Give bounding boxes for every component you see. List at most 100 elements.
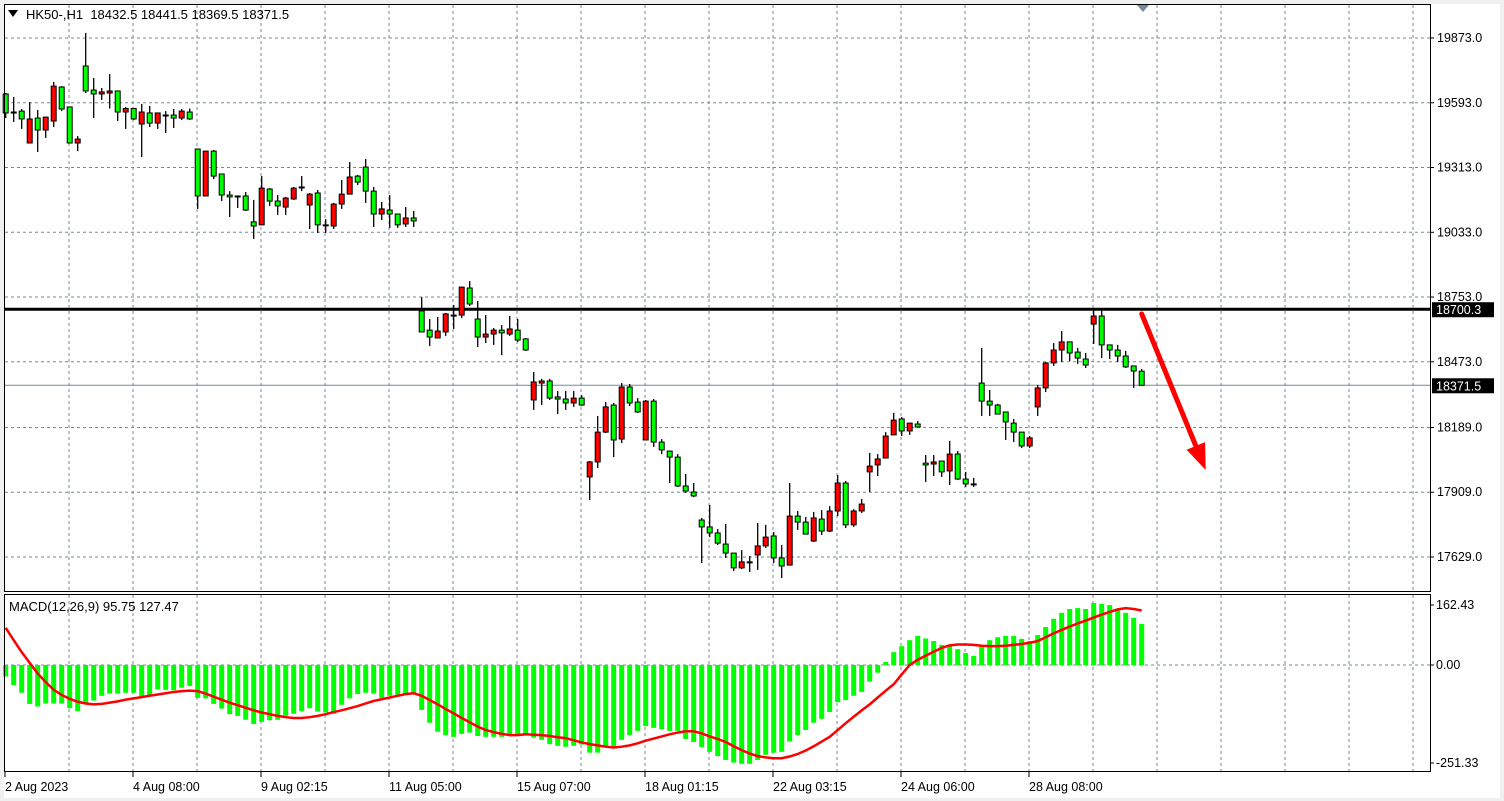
candle bbox=[210, 149, 217, 180]
price-tick-label: 17909.0 bbox=[1437, 485, 1482, 499]
candle bbox=[154, 112, 161, 129]
candle-body bbox=[458, 286, 465, 316]
candle bbox=[906, 422, 913, 435]
candle-body bbox=[610, 404, 617, 441]
candle bbox=[290, 186, 297, 200]
candle-body bbox=[346, 176, 353, 195]
candle-body bbox=[274, 200, 281, 207]
candle-body bbox=[202, 150, 209, 197]
candle bbox=[754, 523, 761, 570]
candle bbox=[1026, 436, 1033, 449]
price-tick-label: 18473.0 bbox=[1437, 355, 1482, 369]
candle-body bbox=[682, 485, 689, 492]
candle-body bbox=[362, 166, 369, 192]
candle bbox=[618, 383, 625, 443]
time-tick-label: 11 Aug 05:00 bbox=[389, 780, 462, 794]
histogram-bar bbox=[443, 665, 449, 736]
candle bbox=[466, 281, 473, 307]
histogram-bar bbox=[395, 665, 401, 695]
candle-body bbox=[778, 557, 785, 567]
candle bbox=[330, 202, 337, 230]
candle bbox=[1130, 365, 1137, 388]
candle-body bbox=[1082, 358, 1089, 366]
histogram-bar bbox=[875, 665, 881, 673]
candle bbox=[58, 86, 65, 112]
candle-body bbox=[306, 193, 313, 206]
histogram-bar bbox=[771, 665, 777, 753]
histogram-bar bbox=[11, 665, 17, 686]
candle bbox=[474, 300, 481, 347]
candle bbox=[562, 390, 569, 410]
histogram-bar bbox=[163, 665, 169, 690]
time-tick-label: 9 Aug 02:15 bbox=[261, 780, 328, 794]
histogram-bar bbox=[403, 665, 409, 695]
histogram-bar bbox=[851, 665, 857, 696]
candle bbox=[514, 319, 521, 342]
candle bbox=[898, 417, 905, 437]
histogram-bar bbox=[675, 665, 681, 731]
candle bbox=[402, 207, 409, 227]
candle bbox=[834, 475, 841, 517]
candle bbox=[170, 109, 177, 128]
histogram-bar bbox=[171, 665, 177, 691]
time-tick-label: 22 Aug 03:15 bbox=[773, 780, 847, 794]
price-axis: 19873.0 19593.0 19313.0 19033.0 18753.0 18473… bbox=[1430, 31, 1482, 564]
histogram-bar bbox=[1019, 638, 1025, 665]
candle-body bbox=[970, 483, 977, 486]
candle bbox=[162, 111, 169, 134]
histogram-bar bbox=[227, 665, 233, 715]
chart-shift-marker-icon[interactable] bbox=[1137, 5, 1149, 12]
histogram-bar bbox=[859, 665, 865, 692]
histogram-bar bbox=[1051, 618, 1057, 665]
candle-body bbox=[738, 561, 745, 569]
candle-body bbox=[442, 313, 449, 333]
candle bbox=[866, 452, 873, 493]
histogram-bar bbox=[187, 665, 193, 686]
candle bbox=[1098, 309, 1105, 359]
candle bbox=[258, 176, 265, 226]
histogram-bar bbox=[155, 665, 161, 690]
candle bbox=[706, 504, 713, 538]
histogram-bar bbox=[739, 665, 745, 764]
candle-body bbox=[298, 186, 305, 189]
histogram-bar bbox=[203, 665, 209, 699]
macd-signal-line bbox=[4, 606, 1142, 760]
candles bbox=[2, 32, 1145, 579]
candle-body bbox=[538, 380, 545, 384]
histogram-bar bbox=[691, 665, 697, 742]
histogram-bar bbox=[1115, 609, 1121, 665]
histogram-bar bbox=[1139, 624, 1145, 665]
histogram-bar bbox=[35, 665, 41, 707]
candle-body bbox=[826, 510, 833, 532]
collapse-triangle-icon[interactable] bbox=[8, 10, 18, 17]
candle-body bbox=[1090, 315, 1097, 325]
candle bbox=[714, 529, 721, 545]
histogram-bar bbox=[619, 665, 625, 740]
histogram-bar bbox=[995, 637, 1001, 665]
candle-body bbox=[866, 465, 873, 473]
down-arrow-annotation[interactable] bbox=[1139, 311, 1206, 471]
candle-body bbox=[706, 526, 713, 534]
time-tick-label: 15 Aug 07:00 bbox=[517, 780, 591, 794]
candle bbox=[530, 371, 537, 410]
macd-histogram bbox=[3, 602, 1145, 764]
candle-body bbox=[1002, 411, 1009, 423]
arrow-head-icon bbox=[1186, 442, 1206, 471]
candle-body bbox=[634, 401, 641, 413]
histogram-bar bbox=[915, 635, 921, 665]
histogram-bar bbox=[795, 665, 801, 736]
histogram-bar bbox=[1003, 635, 1009, 665]
candle-body bbox=[130, 108, 137, 120]
histogram-bar bbox=[75, 665, 81, 712]
candle-body bbox=[394, 213, 401, 226]
candle bbox=[226, 191, 233, 218]
candle bbox=[738, 550, 745, 570]
candle-body bbox=[338, 193, 345, 205]
histogram-bar bbox=[243, 665, 249, 720]
candle-body bbox=[514, 329, 521, 341]
candle-body bbox=[1018, 431, 1025, 447]
candle-body bbox=[642, 400, 649, 441]
candle-body bbox=[282, 197, 289, 208]
histogram-bar bbox=[747, 665, 753, 764]
